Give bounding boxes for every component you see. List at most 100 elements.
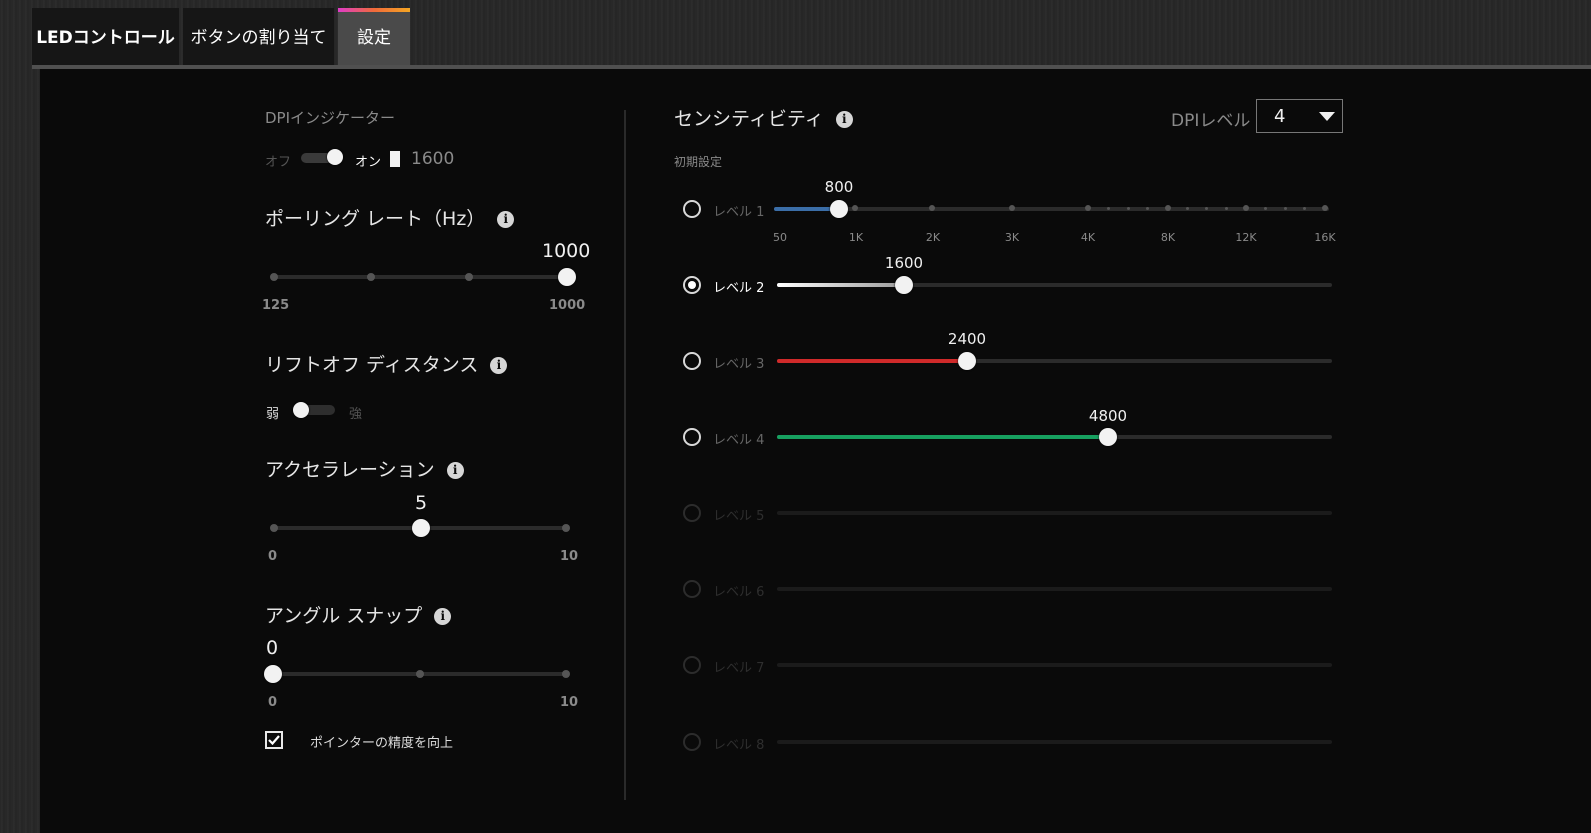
level-7-label: レベル 7 — [713, 661, 765, 676]
dpi-level-dropdown[interactable]: 4 — [1256, 99, 1343, 133]
level-1-value: 800 — [824, 178, 854, 196]
angle-snap-knob[interactable] — [264, 665, 282, 683]
level-4-knob[interactable] — [1099, 428, 1117, 446]
info-icon[interactable]: i — [434, 608, 452, 625]
level-4-radio[interactable] — [683, 428, 701, 446]
tick-minor — [1186, 207, 1189, 210]
level-6-radio[interactable] — [683, 580, 701, 598]
tick-dot — [1322, 205, 1328, 211]
tick-label: 2K — [925, 231, 941, 244]
preset-label: 初期設定 — [674, 155, 723, 169]
polling-rate-title: ポーリング レート（Hz） — [265, 208, 486, 230]
tab-underline — [32, 65, 1591, 69]
tab-led-control[interactable]: LEDコントロール — [32, 8, 179, 65]
level-2-knob[interactable] — [895, 276, 913, 294]
level-7-radio[interactable] — [683, 656, 701, 674]
level-4-fill — [777, 435, 1108, 439]
tick-label: 4K — [1080, 231, 1096, 244]
tick-minor — [1205, 207, 1208, 210]
level-2-fill — [777, 283, 904, 287]
toggle-track — [295, 405, 335, 415]
polling-rate-value: 1000 — [542, 240, 591, 262]
sensitivity-title: センシティビティ — [674, 108, 824, 130]
tick-minor — [1303, 207, 1306, 210]
level-3-value: 2400 — [947, 330, 987, 348]
angle-snap-min-label: 0 — [268, 695, 278, 710]
dpi-indicator-title: DPIインジケーター — [265, 109, 396, 127]
liftoff-title: リフトオフ ディスタンス — [265, 354, 479, 376]
level-1-slider[interactable] — [774, 207, 1329, 211]
acceleration-title: アクセラレーション — [265, 459, 435, 481]
info-icon[interactable]: i — [497, 211, 515, 228]
polling-rate-knob[interactable] — [558, 268, 576, 286]
slider-stop — [465, 273, 473, 281]
level-1-knob[interactable] — [830, 200, 848, 218]
level-5-label: レベル 5 — [713, 509, 765, 524]
dpi-indicator-on-label: オン — [355, 155, 382, 170]
chevron-down-icon — [1319, 112, 1335, 121]
liftoff-toggle[interactable] — [293, 402, 337, 418]
tick-label: 8K — [1160, 231, 1176, 244]
angle-snap-heading: アングル スナップ i — [265, 601, 452, 628]
acceleration-heading: アクセラレーション i — [265, 455, 464, 482]
slider-stop — [562, 670, 570, 678]
tab-settings[interactable]: 設定 — [338, 8, 410, 65]
dpi-color-swatch[interactable] — [390, 151, 400, 167]
tick-dot — [1243, 205, 1249, 211]
slider-stop — [416, 670, 424, 678]
info-icon[interactable]: i — [835, 111, 853, 128]
level-7-slider[interactable] — [777, 663, 1332, 667]
pointer-precision-checkbox[interactable] — [265, 731, 283, 749]
tick-minor — [1107, 207, 1110, 210]
level-3-knob[interactable] — [958, 352, 976, 370]
tick-dot — [1085, 205, 1091, 211]
slider-stop — [270, 524, 278, 532]
level-4-value: 4800 — [1088, 407, 1128, 425]
level-8-label: レベル 8 — [713, 738, 765, 753]
tick-dot — [852, 205, 858, 211]
tick-label: 50 — [773, 231, 787, 244]
tab-button-assignment[interactable]: ボタンの割り当て — [183, 8, 334, 65]
info-icon[interactable]: i — [490, 357, 508, 374]
tick-label: 12K — [1235, 231, 1257, 244]
acceleration-value: 5 — [414, 492, 428, 514]
tick-label: 3K — [1004, 231, 1020, 244]
level-3-fill — [777, 359, 967, 363]
level-2-radio[interactable] — [683, 276, 701, 294]
tick-label: 1K — [848, 231, 864, 244]
dpi-indicator-off-label: オフ — [265, 155, 292, 170]
level-1-radio[interactable] — [683, 200, 701, 218]
level-2-slider[interactable] — [777, 283, 1332, 287]
slider-stop — [562, 524, 570, 532]
acceleration-min-label: 0 — [268, 549, 278, 564]
level-6-slider[interactable] — [777, 587, 1332, 591]
level-3-radio[interactable] — [683, 352, 701, 370]
active-tab-accent — [338, 8, 410, 12]
acceleration-knob[interactable] — [412, 519, 430, 537]
level-8-slider[interactable] — [777, 740, 1332, 744]
info-icon[interactable]: i — [446, 462, 464, 479]
slider-stop — [270, 273, 278, 281]
level-5-radio[interactable] — [683, 504, 701, 522]
angle-snap-max-label: 10 — [560, 695, 579, 710]
tab-bar: LEDコントロール ボタンの割り当て 設定 — [0, 0, 1591, 68]
dpi-indicator-toggle[interactable] — [301, 149, 343, 165]
toggle-knob — [327, 149, 343, 165]
level-4-label: レベル 4 — [713, 433, 765, 448]
level-3-slider[interactable] — [777, 359, 1332, 363]
level-8-radio[interactable] — [683, 733, 701, 751]
level-1-fill — [774, 207, 838, 211]
polling-rate-slider[interactable] — [273, 275, 568, 279]
level-5-slider[interactable] — [777, 511, 1332, 515]
pointer-precision-label: ポインターの精度を向上 — [310, 736, 454, 751]
slider-stop — [367, 273, 375, 281]
radio-selected-dot — [688, 281, 696, 289]
tick-minor — [1264, 207, 1267, 210]
sensitivity-heading: センシティビティ i — [674, 104, 853, 131]
tick-dot — [1009, 205, 1015, 211]
liftoff-heading: リフトオフ ディスタンス i — [265, 350, 508, 377]
liftoff-high-label: 強 — [349, 407, 363, 422]
dpi-indicator-value: 1600 — [411, 149, 455, 169]
liftoff-low-label: 弱 — [266, 407, 280, 422]
level-2-label: レベル 2 — [713, 281, 765, 296]
